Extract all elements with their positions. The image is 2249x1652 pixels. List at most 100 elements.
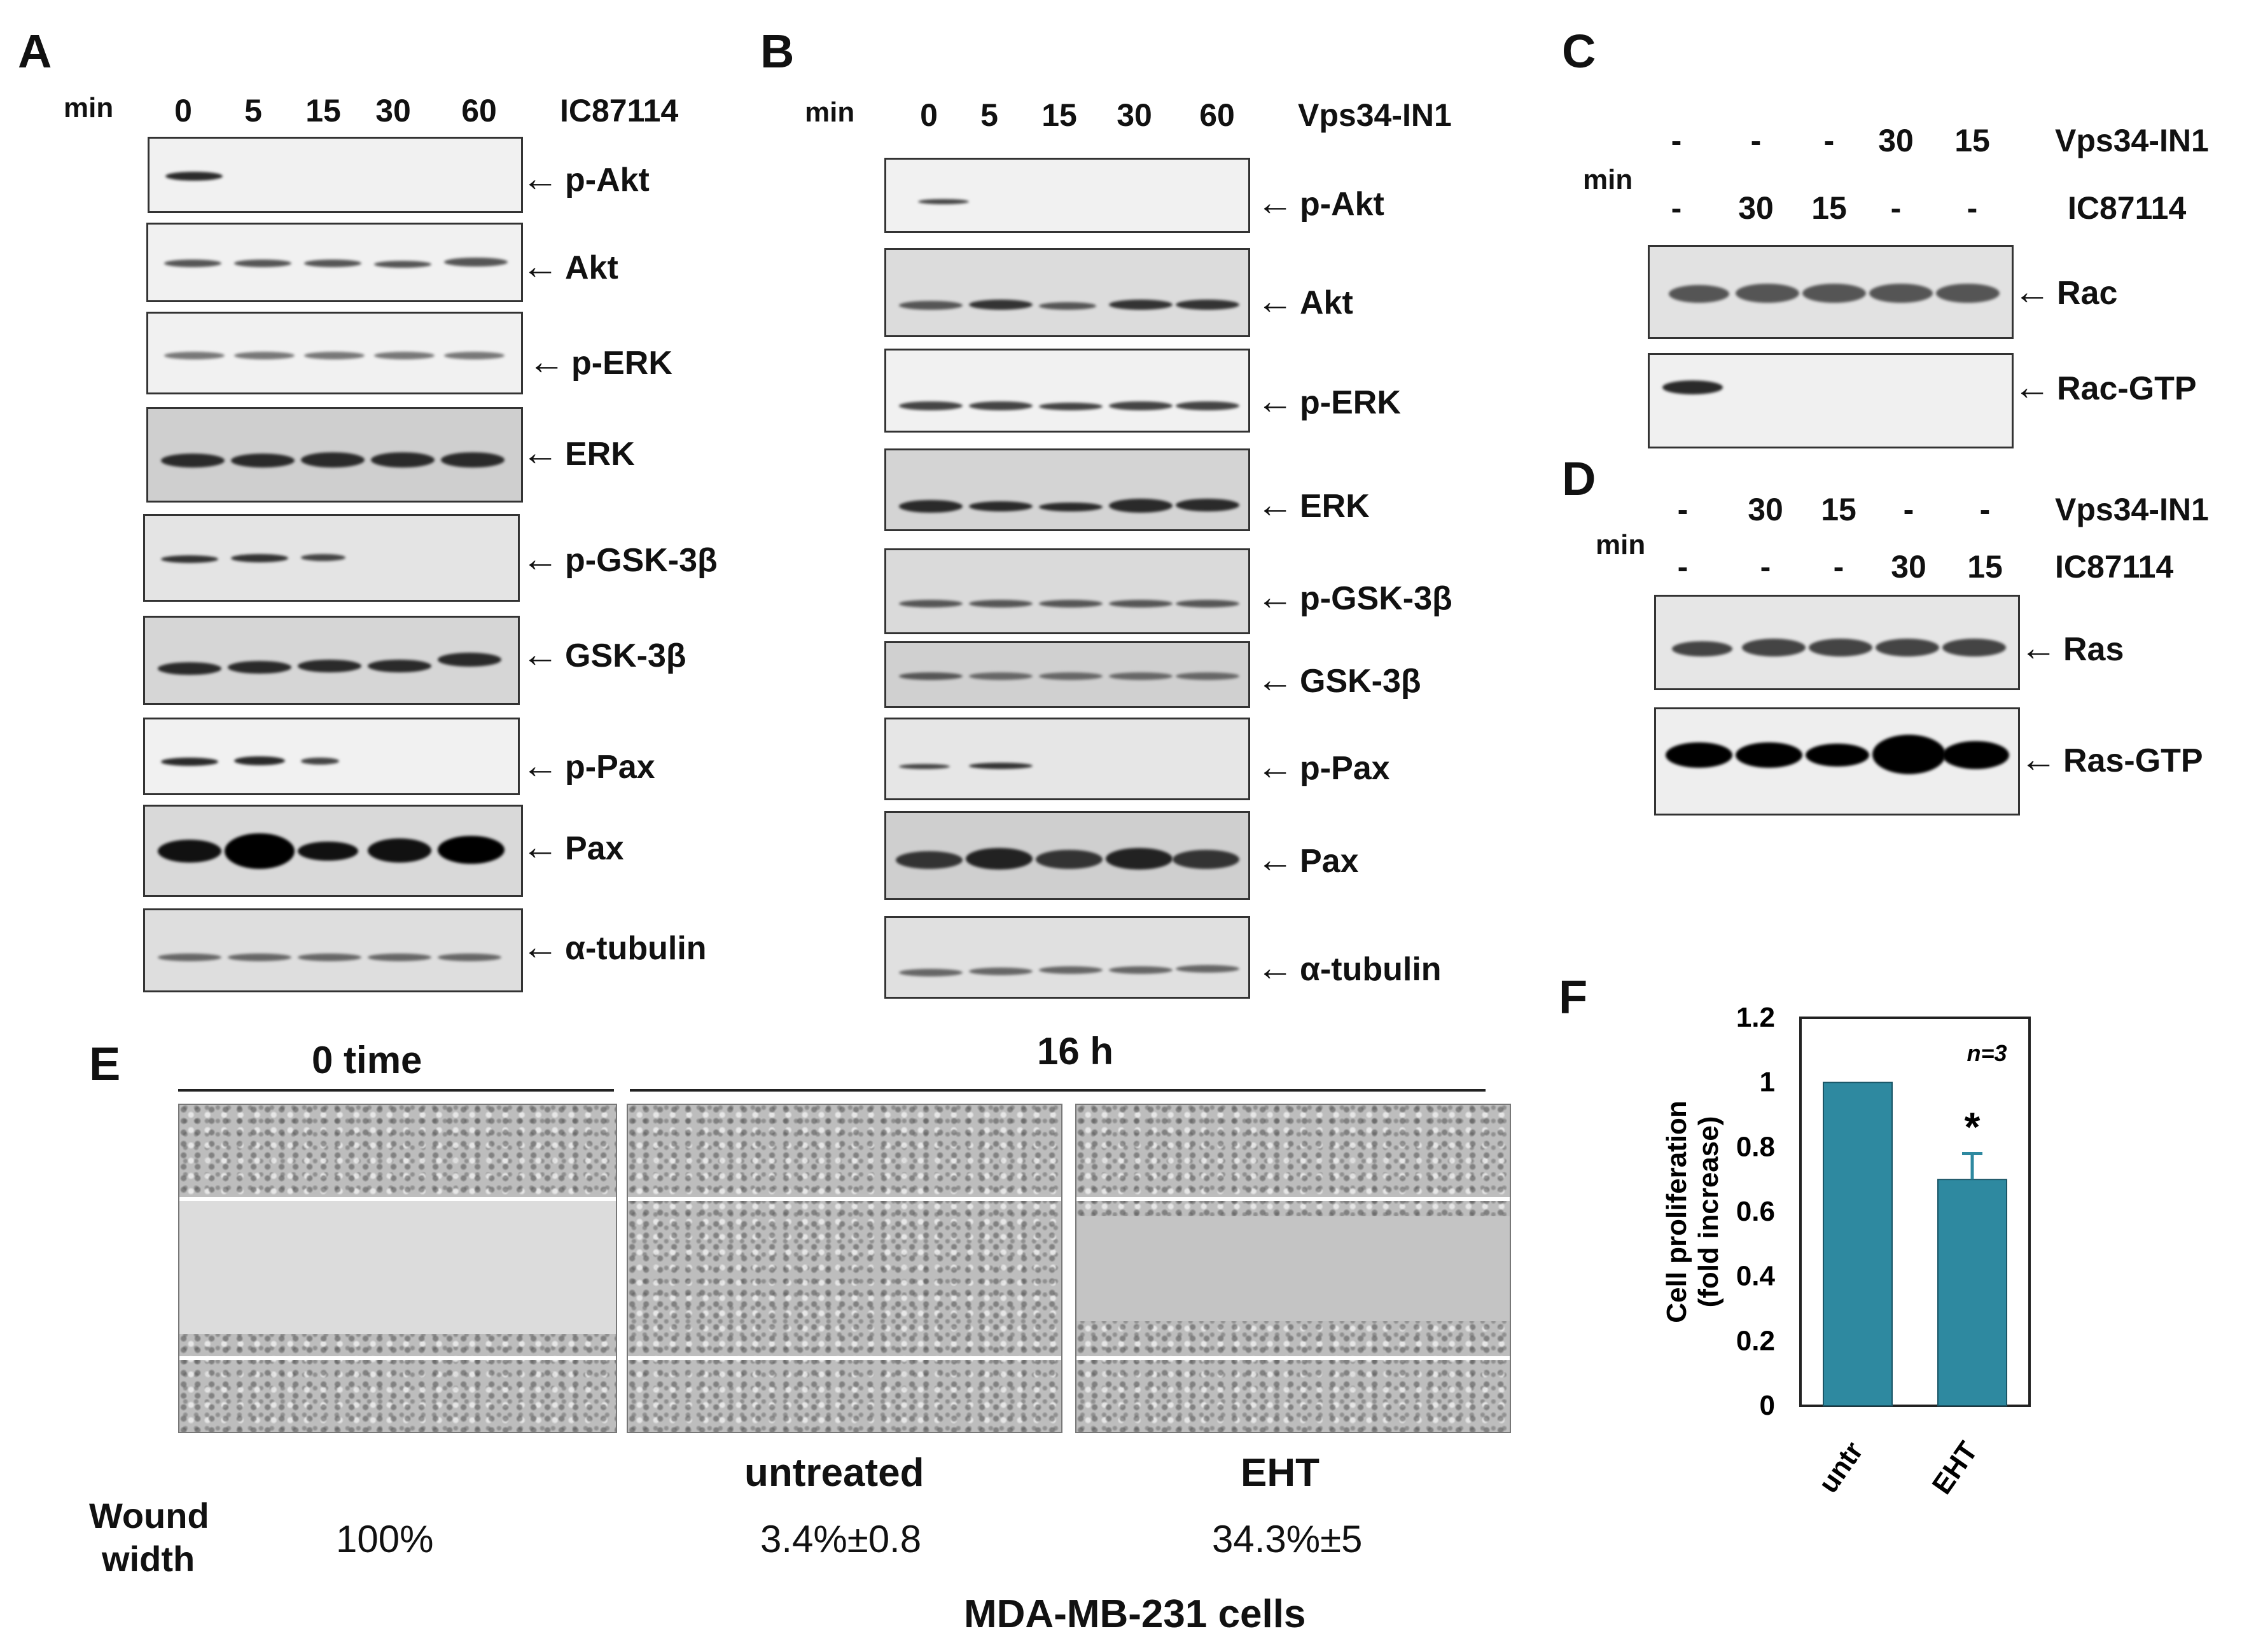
panel-c-blot-rac-gtp [1648,353,2014,448]
arrow-left-icon: ← [522,634,559,675]
arrow-left-icon: ← [2020,627,2057,669]
panel-b-time-0: 0 [920,97,938,133]
panel-a-label-erk: ← ERK [522,432,635,473]
panel-d-blot-ras-gtp [1654,707,2020,816]
arrow-left-icon: ← [1257,281,1293,322]
panel-b-label-p-gsk3b: ← p-GSK-3β [1257,576,1452,618]
x-tick-label-untr: untr [1813,1436,1869,1499]
panel-d-row2-treatment: IC87114 [2055,549,2174,585]
panel-a-label-gsk3b: ← GSK-3β [522,634,686,675]
arrow-left-icon: ← [522,432,559,473]
panel-d-row2-val-1: - [1677,549,1688,585]
arrow-left-icon: ← [1257,746,1293,788]
arrow-left-icon: ← [1257,947,1293,989]
time-0-rule [178,1089,614,1092]
panel-label-a: A [18,25,52,78]
y-tick-label: 0 [1760,1390,1775,1421]
arrow-left-icon: ← [1257,484,1293,525]
panel-d-unit: min [1596,529,1646,560]
panel-a-time-15: 15 [305,93,341,128]
panel-b-blot-pax [884,811,1250,900]
panel-d-row2-val-5: 15 [1967,549,2003,585]
y-tick-label: 1 [1760,1067,1775,1098]
panel-d-row1-val-3: 15 [1821,492,1856,527]
panel-b-label-gsk3b: ← GSK-3β [1257,659,1421,700]
time-16h-rule [630,1089,1486,1092]
panel-label-d: D [1562,452,1596,505]
arrow-left-icon: ← [2014,271,2051,312]
panel-label-e: E [89,1038,121,1090]
arrow-left-icon: ← [1257,576,1293,618]
wound-label-line-2: width [102,1539,195,1579]
arrow-left-icon: ← [1257,380,1293,422]
arrow-left-icon: ← [522,158,559,199]
panel-d-row1-val-4: - [1903,492,1914,527]
wound-value-eht: 34.3%±5 [1212,1518,1363,1560]
label-eht: EHT [1241,1451,1319,1495]
arrow-left-icon: ← [2020,739,2057,780]
panel-a-label-pax: ← Pax [522,826,624,868]
arrow-left-icon: ← [1257,659,1293,700]
micrograph-eht [1075,1104,1511,1433]
panel-b-unit: min [805,97,855,128]
x-tick-label-EHT: EHT [1926,1436,1984,1500]
panel-b-label-alpha-tubulin: ← α-tubulin [1257,947,1442,989]
panel-b-time-60: 60 [1199,97,1235,133]
panel-b-time-30: 30 [1117,97,1152,133]
panel-a-blot-gsk3b [143,616,520,705]
arrow-left-icon: ← [522,538,559,580]
panel-a-blot-p-akt [148,137,523,213]
significance-marker: * [1965,1104,1981,1150]
y-tick-label: 0.4 [1736,1261,1776,1292]
panel-c-row1-val-1: - [1671,123,1682,158]
y-axis-label-line-2: (fold increase) [1693,1116,1724,1308]
arrow-left-icon: ← [522,926,559,968]
panel-c-blot-rac [1648,245,2014,339]
y-tick-label: 0.2 [1736,1325,1775,1356]
panel-d-blot-ras [1654,595,2020,690]
proliferation-bar-chart: 0 0.2 0.4 0.6 0.8 1 1.2 * untr EHT Cell prolife… [1661,1002,2031,1500]
panel-b-blot-akt [884,248,1250,337]
panel-d-label-ras-gtp: ← Ras-GTP [2020,739,2203,780]
panel-b-blot-p-gsk3b [884,548,1250,634]
panel-b-label-p-erk: ← p-ERK [1257,380,1401,422]
panel-a-label-p-gsk3b: ← p-GSK-3β [522,538,718,580]
panel-a-time-5: 5 [244,93,262,128]
bar-untr [1823,1081,1893,1407]
panel-d-label-ras: ← Ras [2020,627,2124,669]
panel-a-label-p-akt: ← p-Akt [522,158,650,199]
panel-a-blot-pax [143,805,523,897]
panel-c-row2-val-5: - [1967,190,1978,226]
time-16h-label: 16 h [1037,1030,1114,1072]
panel-a-blot-p-gsk3b [143,514,520,602]
panel-b-blot-alpha-tubulin [884,916,1250,999]
panel-a-treatment: IC87114 [560,93,679,128]
panel-c-row1-val-3: - [1823,123,1835,158]
cell-line-caption: MDA-MB-231 cells [964,1592,1306,1636]
panel-b-time-5: 5 [980,97,998,133]
panel-d-row1-val-2: 30 [1748,492,1783,527]
panel-c-row2-treatment: IC87114 [2068,190,2187,226]
panel-b-label-erk: ← ERK [1257,484,1370,525]
arrow-left-icon: ← [528,341,565,382]
panel-c-row1-val-4: 30 [1878,123,1914,158]
panel-a-label-akt: ← Akt [522,246,618,287]
arrow-left-icon: ← [1257,839,1293,880]
arrow-left-icon: ← [1257,182,1293,223]
panel-d-row2-val-2: - [1760,549,1771,585]
plot-frame [1799,1017,2031,1407]
panel-a-time-30: 30 [375,93,411,128]
panel-a-label-p-pax: ← p-Pax [522,745,655,786]
panel-c-row2-val-1: - [1671,190,1682,226]
panel-label-f: F [1559,971,1588,1024]
wound-label-line-1: Wound [89,1496,209,1536]
y-tick-label: 1.2 [1736,1002,1775,1033]
panel-d-row2-val-4: 30 [1891,549,1926,585]
panel-a-label-p-erk: ← p-ERK [528,341,672,382]
panel-b-time-15: 15 [1041,97,1077,133]
panel-b-blot-p-pax [884,718,1250,800]
panel-b-treatment: Vps34-IN1 [1298,97,1452,133]
panel-b-blot-gsk3b [884,641,1250,708]
panel-a-time-60: 60 [461,93,497,128]
panel-a-time-0: 0 [174,93,192,128]
